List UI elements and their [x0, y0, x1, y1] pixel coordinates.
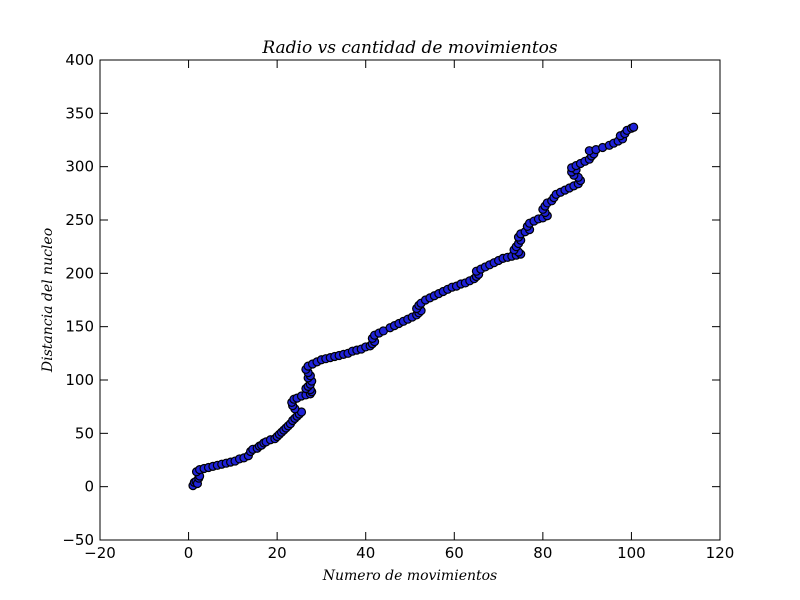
x-tick-label: 0 — [184, 544, 194, 562]
y-tick-label: 300 — [65, 158, 94, 176]
y-tick-label: 0 — [84, 478, 94, 496]
plot-frame — [99, 59, 721, 541]
x-tick-label: 40 — [356, 544, 375, 562]
x-axis-label: Numero de movimientos — [322, 568, 497, 584]
x-tick-label: 100 — [617, 544, 646, 562]
axis-ticks — [99, 59, 721, 541]
y-tick-label: 200 — [65, 264, 94, 282]
chart-title: Radio vs cantidad de movimientos — [261, 38, 558, 58]
x-tick-label: 20 — [268, 544, 287, 562]
x-tick-label: 120 — [706, 544, 735, 562]
data-points — [188, 122, 639, 491]
y-tick-label: −50 — [62, 531, 94, 549]
y-tick-label: 150 — [65, 318, 94, 336]
x-tick-label: 80 — [533, 544, 552, 562]
y-tick-label: 400 — [65, 51, 94, 69]
y-tick-label: 350 — [65, 104, 94, 122]
y-tick-label: 250 — [65, 211, 94, 229]
x-tick-label: 60 — [445, 544, 464, 562]
tick-labels: −20 0 20 40 60 80 100 120 −50 0 50 100 150 200 250 300 3… — [62, 51, 734, 562]
y-axis-label: Distancia del nucleo — [40, 228, 56, 373]
y-tick-label: 50 — [75, 424, 94, 442]
y-tick-label: 100 — [65, 371, 94, 389]
data-point — [629, 122, 639, 132]
x-tick-label: −20 — [84, 544, 116, 562]
